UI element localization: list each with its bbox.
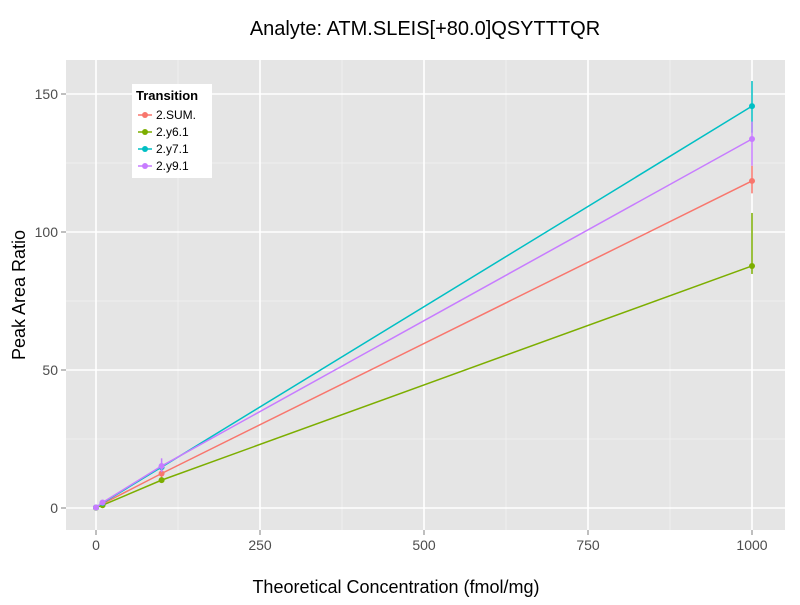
- data-point: [158, 477, 165, 484]
- y-tick-label: 100: [35, 224, 59, 240]
- x-axis-label: Theoretical Concentration (fmol/mg): [252, 577, 539, 597]
- x-tick-label: 500: [412, 537, 436, 553]
- legend-entry: 2.y7.1: [156, 142, 189, 156]
- legend-title: Transition: [136, 88, 198, 103]
- data-point: [749, 135, 755, 142]
- y-tick-label: 0: [50, 500, 58, 516]
- legend-entry: 2.SUM.: [156, 108, 196, 122]
- y-tick-label: 150: [35, 86, 59, 102]
- data-point: [158, 470, 165, 477]
- x-tick-label: 750: [576, 537, 600, 553]
- y-axis-label: Peak Area Ratio: [9, 230, 29, 360]
- legend-entry: 2.y6.1: [156, 125, 189, 139]
- y-tick-label: 50: [42, 362, 58, 378]
- legend-entry: 2.y9.1: [156, 159, 189, 173]
- data-point: [749, 103, 755, 110]
- series-line: [95, 265, 753, 509]
- x-tick-label: 0: [92, 537, 100, 553]
- data-point: [749, 177, 755, 184]
- legend-key-point: [142, 163, 148, 169]
- data-point: [99, 499, 106, 506]
- x-tick-label: 1000: [736, 537, 767, 553]
- x-tick-label: 250: [248, 537, 272, 553]
- data-point: [158, 463, 165, 470]
- legend-key-point: [142, 129, 148, 135]
- legend-key-point: [142, 112, 148, 118]
- legend: Transition 2.SUM. 2.y6.1 2.y7.1 2.y9.1: [132, 84, 212, 178]
- legend-key-point: [142, 146, 148, 152]
- chart-title: Analyte: ATM.SLEIS[+80.0]QSYTTTQR: [250, 18, 600, 40]
- data-point: [93, 504, 99, 511]
- data-point: [749, 262, 755, 269]
- series-line: [95, 138, 753, 509]
